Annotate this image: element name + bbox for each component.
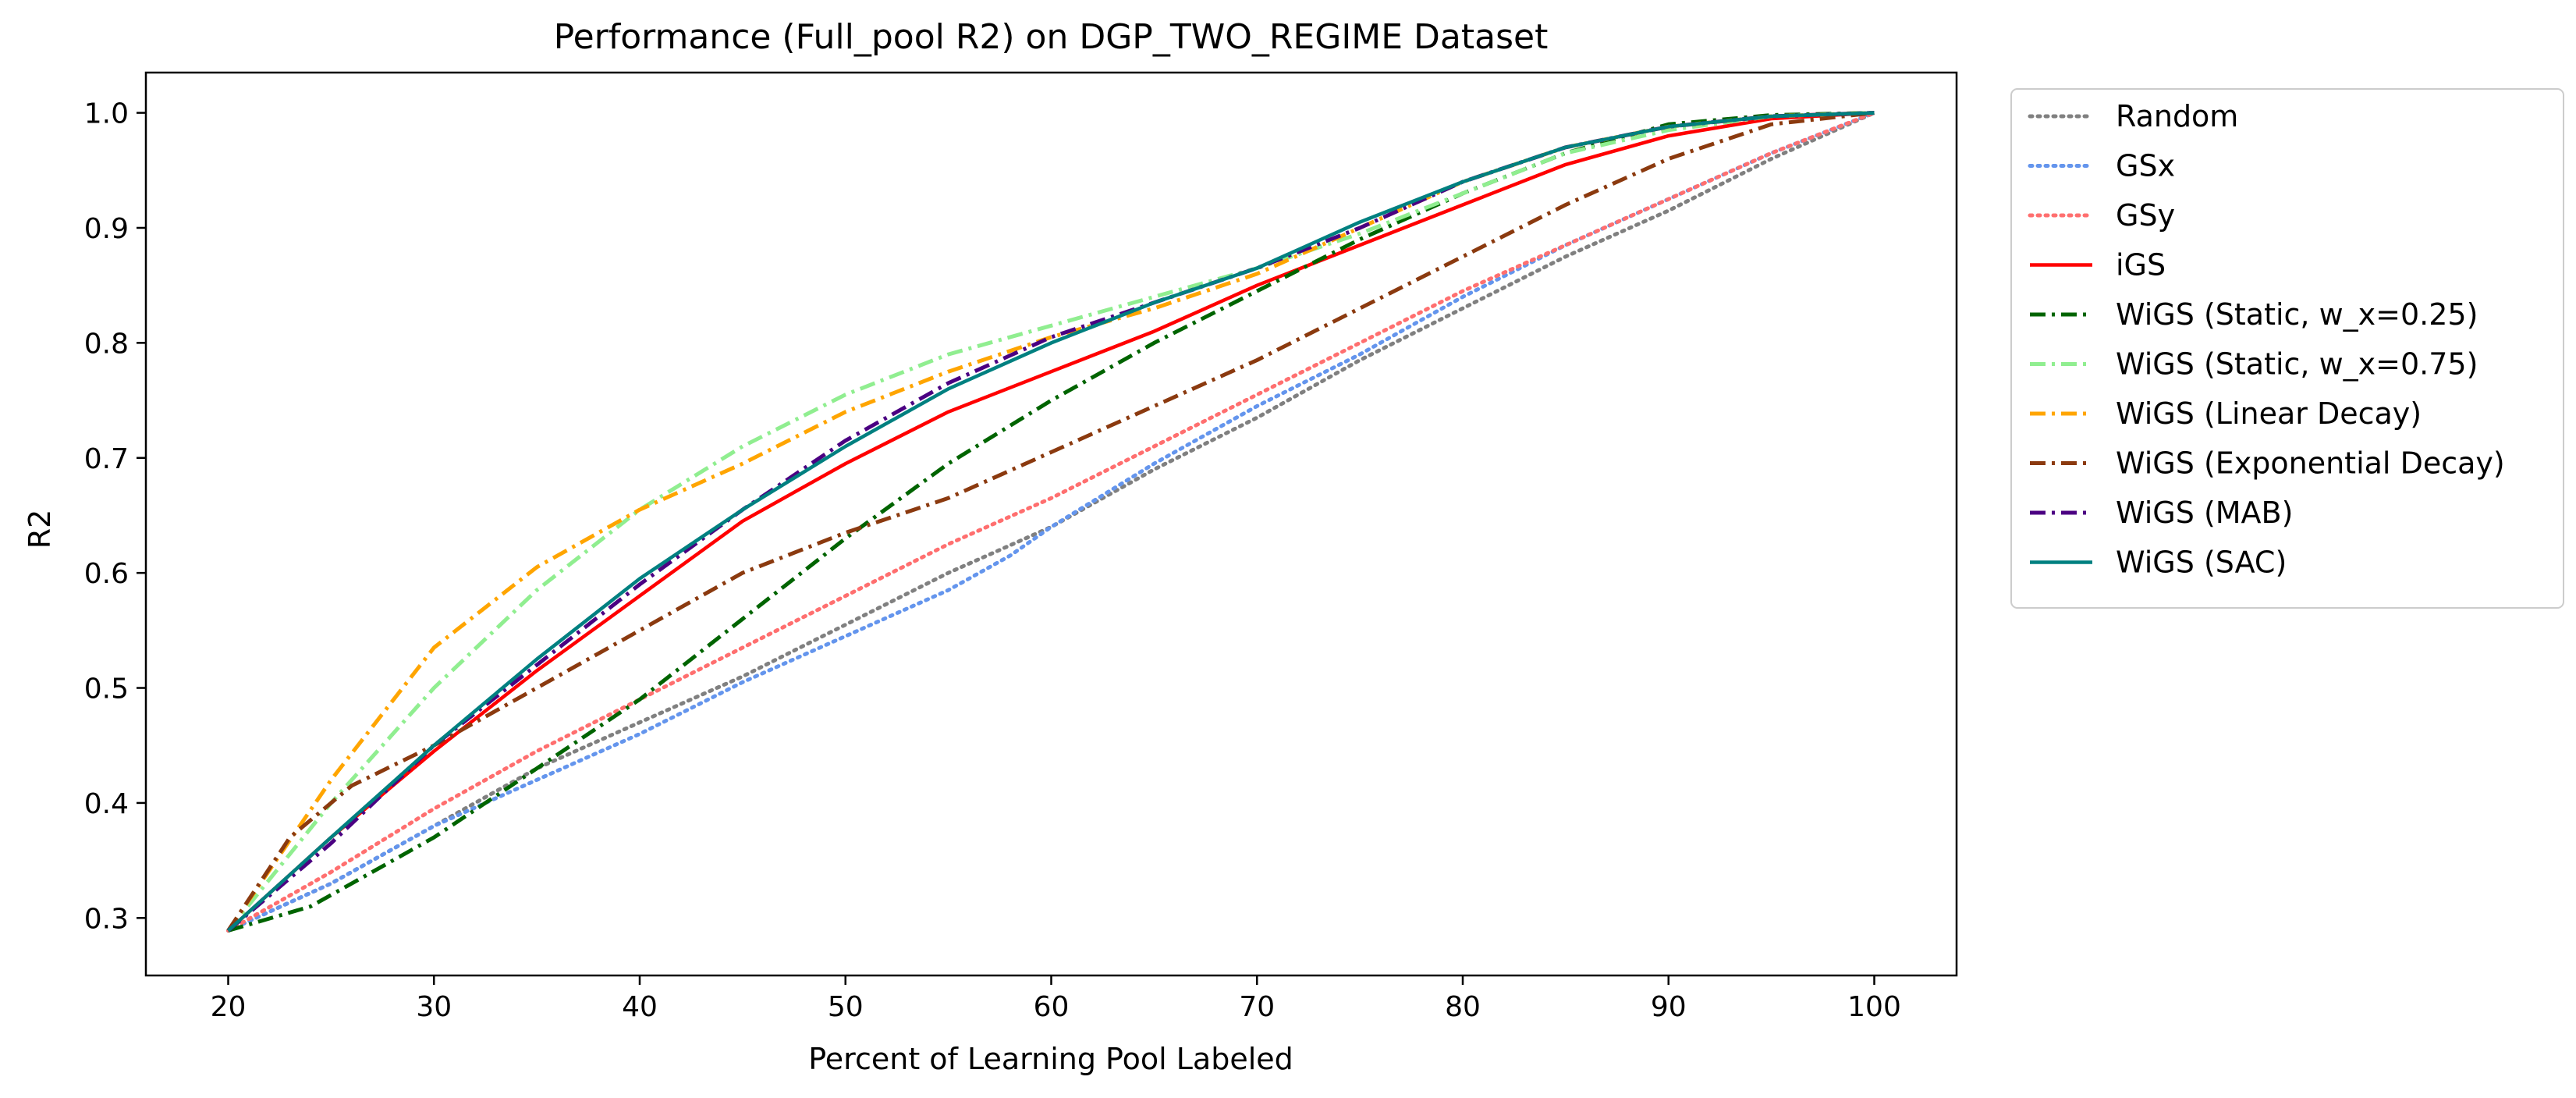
legend-box: [2010, 88, 2564, 609]
x-tick-label: 60: [1034, 991, 1070, 1023]
series-line-10: [226, 111, 1875, 933]
y-tick-label: 0.4: [84, 788, 129, 820]
legend-label: WiGS (Static, w_x=0.25): [2116, 297, 2478, 332]
series-line-3: [226, 111, 1876, 933]
y-tick-label: 0.5: [84, 673, 129, 705]
series-line-8: [226, 111, 1875, 932]
x-tick-label: 30: [416, 991, 452, 1023]
legend: Random GSx GSy iGS WiGS (Static, w_x=0.25) Wi…: [2010, 88, 2564, 609]
x-tick-label: 50: [828, 991, 864, 1023]
chart-title: Performance (Full_pool R2) on DGP_TWO_RE…: [554, 17, 1549, 57]
y-tick-label: 1.0: [84, 98, 129, 130]
x-tick-label: 100: [1847, 991, 1901, 1023]
legend-label: GSx: [2116, 149, 2175, 183]
x-tick-label: 80: [1445, 991, 1481, 1023]
plot-area-frame: [144, 71, 1958, 977]
x-axis-ticks: 20 30 40 50 60 70 80 90 100: [211, 975, 1901, 1023]
x-tick-label: 70: [1239, 991, 1275, 1023]
series-line-1: [226, 111, 1876, 933]
legend-label: Random: [2116, 99, 2238, 133]
legend-label: WiGS (SAC): [2116, 545, 2287, 580]
x-tick-label: 90: [1651, 991, 1687, 1023]
y-tick-label: 0.6: [84, 558, 129, 590]
y-tick-label: 0.8: [84, 328, 129, 360]
series-line-6: [226, 111, 1875, 933]
x-tick-label: 40: [622, 991, 658, 1023]
x-axis-label: Percent of Learning Pool Labeled: [808, 1042, 1293, 1076]
legend-label: iGS: [2116, 248, 2166, 282]
legend-label: WiGS (Exponential Decay): [2116, 446, 2505, 481]
y-axis-ticks: 0.3 0.4 0.5 0.6 0.7 0.8 0.9 1.0: [84, 98, 146, 935]
y-tick-label: 0.9: [84, 213, 129, 245]
legend-label: WiGS (Static, w_x=0.75): [2116, 347, 2478, 382]
y-tick-label: 0.7: [84, 443, 129, 475]
x-tick-label: 20: [211, 991, 247, 1023]
legend-label: WiGS (MAB): [2116, 496, 2293, 530]
legend-label: GSy: [2116, 198, 2175, 233]
legend-label: WiGS (Linear Decay): [2116, 396, 2422, 431]
y-axis-label: R2: [23, 510, 57, 549]
y-tick-label: 0.3: [84, 903, 129, 935]
series-line-4: [226, 111, 1875, 933]
series-line-2: [226, 111, 1876, 933]
series-layer: [226, 111, 1876, 933]
